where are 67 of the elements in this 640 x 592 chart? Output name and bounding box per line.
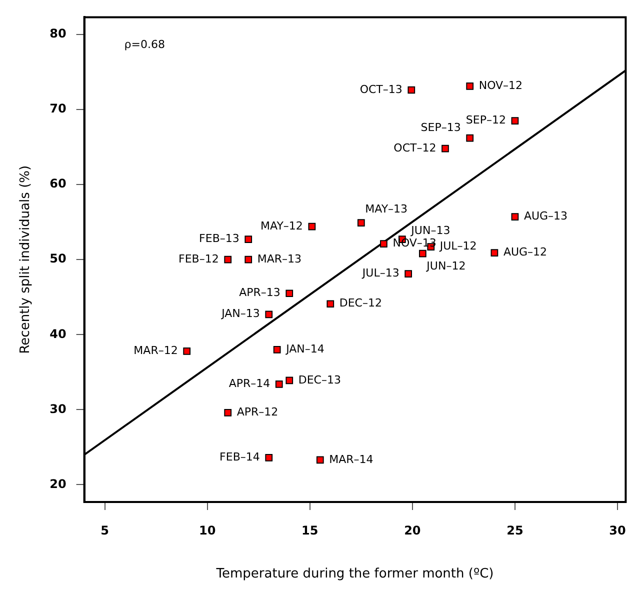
annotation: FEB–12 — [178, 252, 219, 266]
point — [418, 250, 426, 258]
x-tick-label: 20 — [404, 523, 421, 538]
annotation: SEP–12 — [466, 114, 506, 127]
point — [408, 86, 416, 94]
point — [224, 409, 232, 416]
x-tick-label: 30 — [609, 523, 626, 538]
point — [286, 290, 294, 298]
point — [316, 456, 324, 464]
x-tick-label: 15 — [302, 523, 318, 538]
point — [224, 256, 232, 264]
point — [183, 347, 191, 355]
annotation: DEC–13 — [298, 373, 341, 386]
y-tick-label: 80 — [50, 26, 66, 41]
annotation: NOV–12 — [478, 79, 523, 92]
point — [286, 376, 294, 384]
y-tick-label: 20 — [50, 476, 66, 491]
annotation: MAR–13 — [257, 252, 302, 266]
point — [244, 256, 252, 264]
y-tick-label: 30 — [50, 402, 66, 416]
y-axis-title: Recently split individuals (%) — [18, 165, 34, 354]
annotation: MAY–13 — [365, 202, 408, 216]
annotation: JUL–12 — [438, 240, 477, 253]
annotation: JAN–14 — [285, 342, 324, 356]
annotation: FEB–14 — [220, 450, 260, 464]
y-tick-label: 60 — [50, 176, 66, 191]
annotation: MAR–14 — [329, 452, 374, 466]
annotation: DEC–12 — [339, 296, 382, 310]
annotation: APR–12 — [236, 406, 278, 419]
point — [357, 219, 365, 227]
point — [442, 144, 449, 152]
x-tick-label: 10 — [198, 523, 216, 538]
point — [466, 134, 474, 142]
annotation: ρ=0.68 — [124, 38, 165, 52]
annotation: FEB–13 — [199, 232, 240, 246]
annotation: AUG–13 — [524, 210, 568, 223]
annotation: MAR–12 — [134, 344, 178, 358]
point — [466, 82, 474, 90]
annotation: JAN–13 — [220, 307, 260, 320]
annotation: JUL–13 — [361, 266, 400, 280]
point — [265, 310, 273, 318]
point — [326, 300, 334, 308]
point — [380, 240, 388, 248]
annotation: AUG–12 — [503, 246, 548, 259]
y-tick-label: 50 — [50, 252, 66, 266]
x-tick-label: 25 — [506, 523, 524, 538]
point — [404, 270, 412, 278]
point — [244, 236, 252, 244]
point — [490, 249, 498, 257]
y-tick-label: 40 — [50, 326, 66, 341]
point — [275, 380, 283, 388]
annotation: OCT–12 — [394, 141, 436, 154]
annotation: APR–14 — [228, 377, 270, 390]
annotation: JUN–12 — [426, 259, 466, 272]
annotation: OCT–13 — [360, 82, 402, 96]
point — [511, 213, 519, 221]
annotation: APR–13 — [239, 286, 280, 300]
x-axis-title: Temperature during the former month (ºC) — [215, 566, 494, 582]
point — [511, 117, 519, 124]
annotation: SEP–13 — [420, 120, 461, 134]
point — [308, 222, 316, 230]
annotation: JUN–13 — [410, 224, 450, 238]
x-tick-label: 5 — [100, 523, 109, 538]
y-tick-label: 70 — [50, 102, 66, 116]
annotation: MAY–12 — [260, 219, 303, 232]
point — [273, 346, 281, 354]
point — [265, 454, 273, 462]
